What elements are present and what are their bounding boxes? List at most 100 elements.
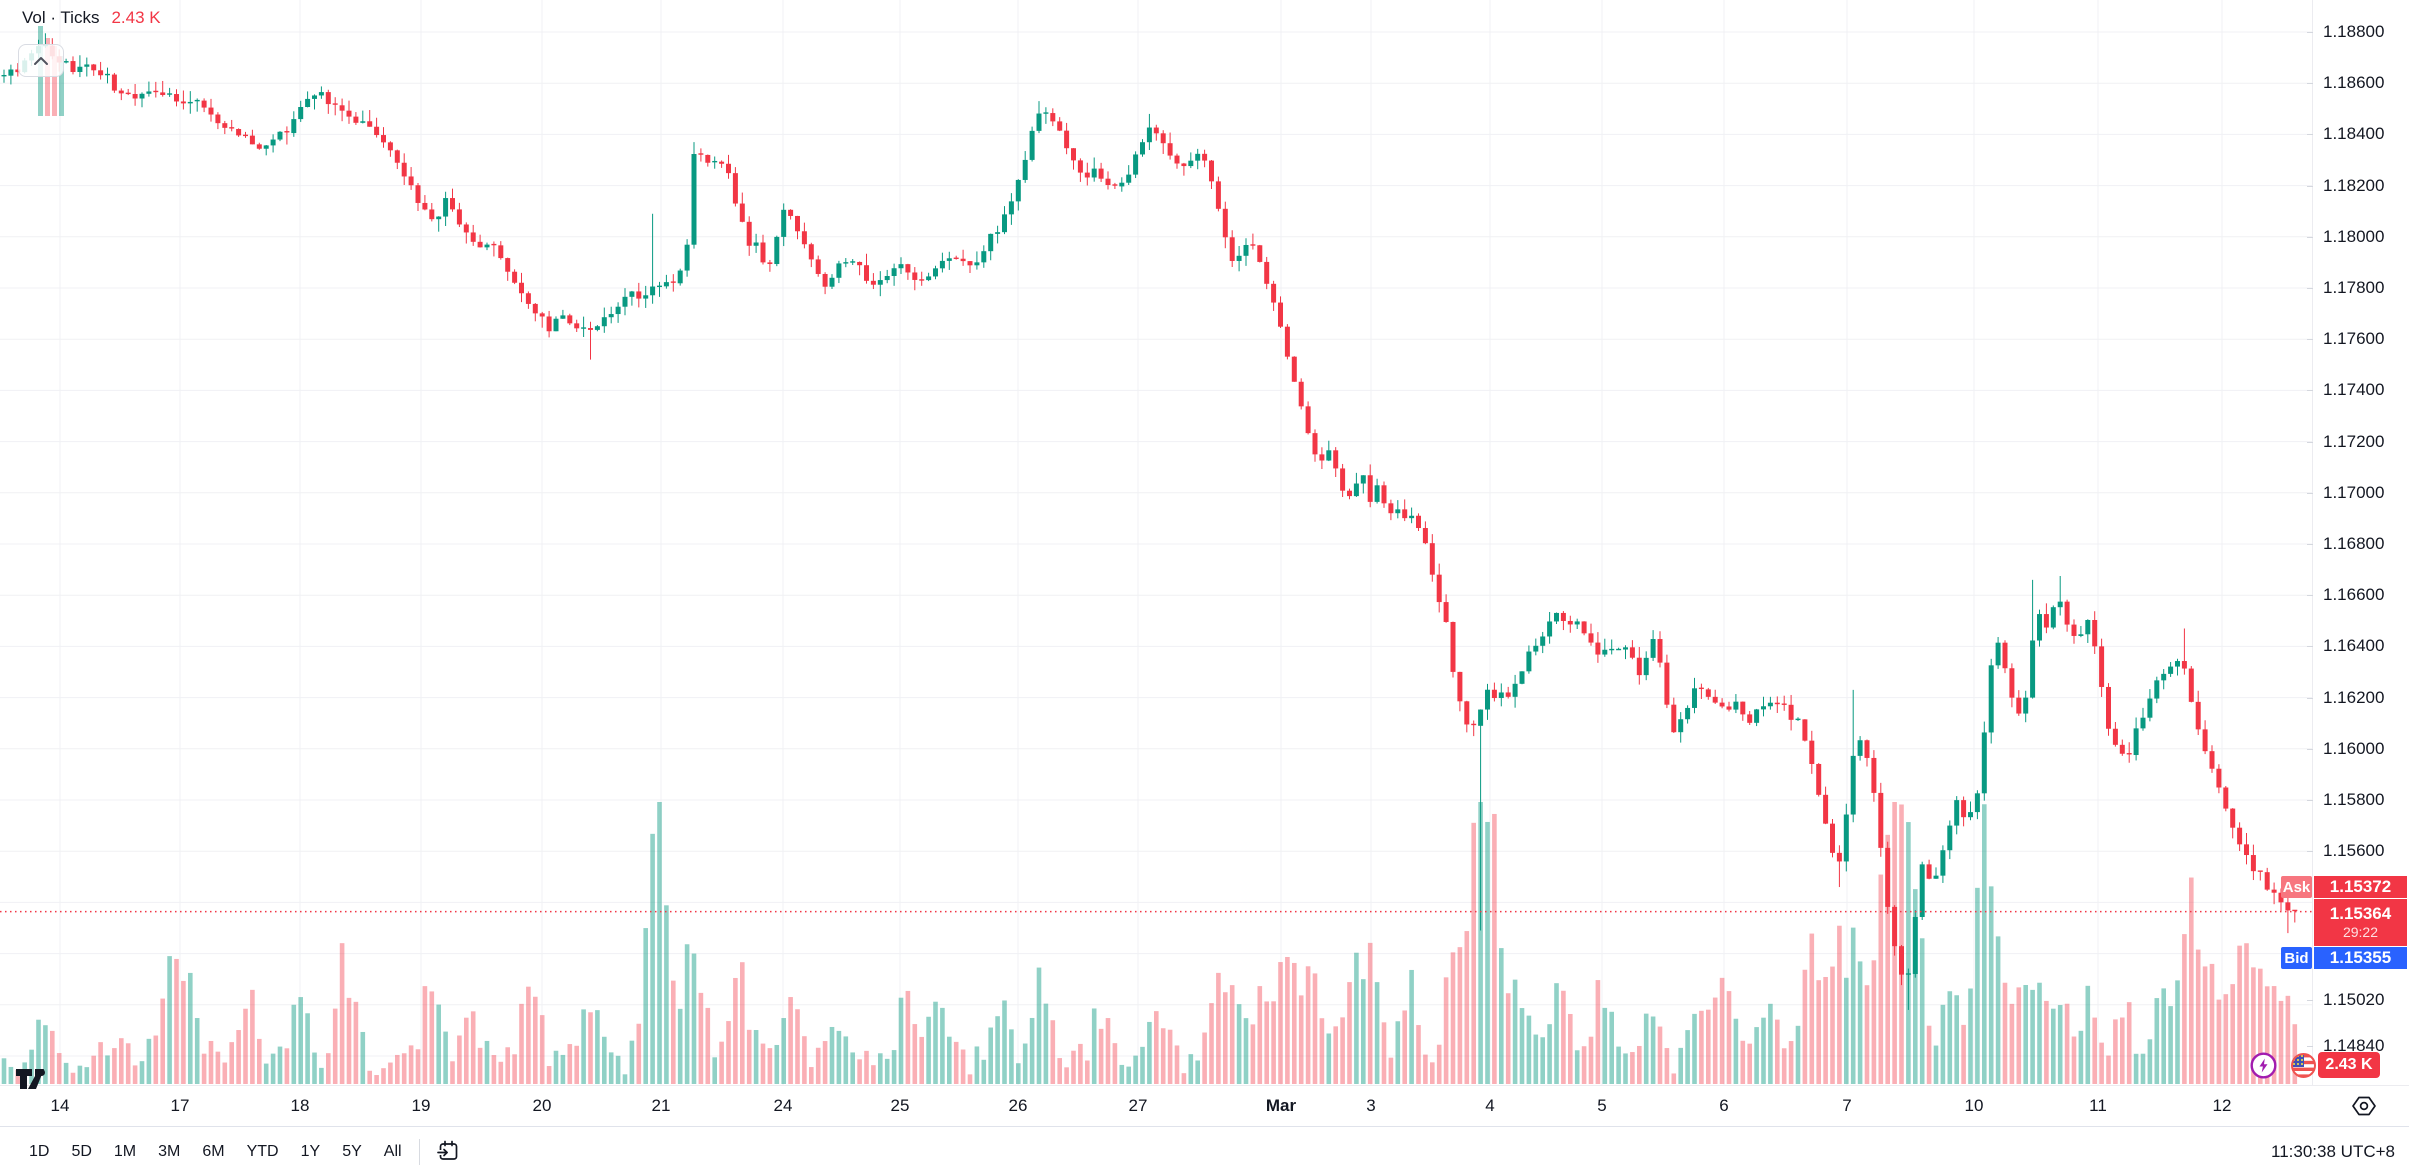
price-axis-label: 1.14840 bbox=[2323, 1035, 2385, 1055]
price-axis-tick bbox=[2307, 83, 2313, 85]
candle-body bbox=[1512, 683, 1518, 697]
volume-bar bbox=[1078, 1043, 1083, 1084]
volume-bar bbox=[1478, 802, 1483, 1084]
time-axis-label: 10 bbox=[1964, 1096, 1984, 1115]
expand-pane-button[interactable] bbox=[18, 44, 64, 77]
candle-body bbox=[2161, 673, 2167, 681]
volume-bar bbox=[2051, 1008, 2056, 1084]
volume-bar bbox=[2244, 943, 2249, 1084]
volume-bar bbox=[1719, 977, 1725, 1084]
candlestick-chart-canvas[interactable] bbox=[0, 0, 2312, 1085]
candle-body bbox=[1450, 621, 1456, 672]
volume-bar bbox=[595, 1010, 600, 1084]
candle-body bbox=[167, 93, 173, 95]
candle-body bbox=[1209, 160, 1214, 182]
candle-body bbox=[346, 110, 352, 117]
volume-bar bbox=[312, 1052, 317, 1084]
range-button-3m[interactable]: 3M bbox=[147, 1138, 191, 1166]
candle-body bbox=[1374, 485, 1380, 502]
candle-body bbox=[719, 161, 725, 164]
price-axis-tick bbox=[2307, 800, 2313, 801]
candle-body bbox=[2140, 717, 2146, 729]
volume-bar bbox=[1347, 982, 1352, 1084]
candle-body bbox=[2078, 634, 2084, 636]
candle-body bbox=[394, 150, 400, 163]
volume-bar bbox=[360, 1031, 366, 1084]
volume-bar bbox=[56, 1053, 62, 1084]
volume-bar bbox=[160, 998, 165, 1084]
candle-body bbox=[91, 64, 97, 71]
candle-body bbox=[1712, 696, 1718, 703]
go-to-date-button[interactable] bbox=[430, 1135, 466, 1170]
volume-bar bbox=[1057, 1058, 1062, 1084]
candle-body bbox=[1464, 701, 1470, 725]
candle-body bbox=[712, 160, 718, 163]
candle-body bbox=[1885, 847, 1891, 907]
volume-bar bbox=[491, 1055, 497, 1084]
boost-button[interactable] bbox=[2250, 1052, 2277, 1084]
range-button-6m[interactable]: 6M bbox=[191, 1138, 235, 1166]
candle-body bbox=[1954, 800, 1960, 826]
range-button-all[interactable]: All bbox=[373, 1138, 413, 1166]
range-button-ytd[interactable]: YTD bbox=[236, 1138, 290, 1166]
candle-body bbox=[788, 209, 794, 216]
volume-bar bbox=[381, 1068, 386, 1084]
volume-bar bbox=[539, 1015, 545, 1084]
volume-bar bbox=[588, 1012, 593, 1084]
volume-bar bbox=[1091, 1008, 1097, 1084]
volume-bar bbox=[1926, 1025, 1932, 1084]
candle-body bbox=[705, 154, 711, 163]
range-button-5y[interactable]: 5Y bbox=[331, 1138, 373, 1166]
candle-body bbox=[84, 64, 90, 67]
candle-body bbox=[1416, 515, 1421, 529]
volume-bar bbox=[878, 1053, 883, 1084]
price-axis-tick bbox=[2307, 288, 2313, 289]
volume-bar bbox=[960, 1049, 966, 1084]
volume-bar bbox=[1167, 1029, 1173, 1084]
volume-bar bbox=[1574, 1050, 1580, 1084]
volume-bar bbox=[436, 1004, 441, 1084]
volume-bar bbox=[822, 1041, 828, 1084]
candle-body bbox=[1422, 528, 1428, 544]
volume-bar bbox=[1064, 1067, 1069, 1084]
candle-body bbox=[1353, 483, 1359, 497]
tradingview-logo[interactable] bbox=[14, 1066, 50, 1097]
candle-body bbox=[1429, 543, 1435, 575]
volume-bar bbox=[36, 1019, 41, 1084]
volume-bar bbox=[2195, 949, 2201, 1084]
volume-bar bbox=[760, 1043, 766, 1084]
volume-bar bbox=[2037, 982, 2042, 1084]
time-axis[interactable]: 14 17 18 19 20 21 24 25 26 27 Mar 3 4 5 6 7 10 11 12 bbox=[0, 1085, 2409, 1127]
timezone-clock[interactable]: 11:30:38 UTC+8 bbox=[2271, 1142, 2395, 1161]
candle-body bbox=[1126, 174, 1132, 183]
range-button-5d[interactable]: 5D bbox=[60, 1138, 102, 1166]
range-button-1m[interactable]: 1M bbox=[103, 1138, 147, 1166]
candle-body bbox=[2002, 642, 2008, 669]
volume-bar bbox=[1995, 936, 2001, 1084]
range-button-1y[interactable]: 1Y bbox=[290, 1138, 332, 1166]
price-scale-settings-button[interactable] bbox=[2350, 1092, 2378, 1125]
candle-body bbox=[2237, 827, 2243, 845]
price-scale[interactable]: 1.18800 1.18600 1.18400 1.18200 1.18000 1.178… bbox=[2307, 0, 2409, 1085]
price-axis-label: 1.15600 bbox=[2323, 841, 2385, 861]
range-button-1d[interactable]: 1D bbox=[18, 1138, 60, 1166]
last-price-value: 1.15364 bbox=[2329, 903, 2392, 923]
candle-body bbox=[843, 262, 849, 264]
pane-preview-bar bbox=[59, 56, 64, 116]
candle-body bbox=[305, 98, 311, 108]
price-axis-label: 1.17000 bbox=[2323, 482, 2385, 502]
candle-body bbox=[2043, 614, 2049, 628]
time-axis-label: 19 bbox=[411, 1096, 431, 1115]
volume-bar bbox=[1954, 995, 1959, 1084]
candle-body bbox=[1574, 621, 1580, 625]
candle-body bbox=[1919, 864, 1925, 917]
time-axis-label: 3 bbox=[1366, 1096, 1376, 1115]
volume-bar bbox=[1202, 1032, 1207, 1084]
volume-bar bbox=[1982, 804, 1987, 1084]
candle-body bbox=[1995, 642, 2001, 666]
candle-body bbox=[105, 73, 110, 76]
volume-bar bbox=[1871, 960, 1877, 1084]
candle-body bbox=[2244, 844, 2249, 856]
volume-bar bbox=[1885, 834, 1890, 1084]
candle-body bbox=[312, 95, 317, 99]
